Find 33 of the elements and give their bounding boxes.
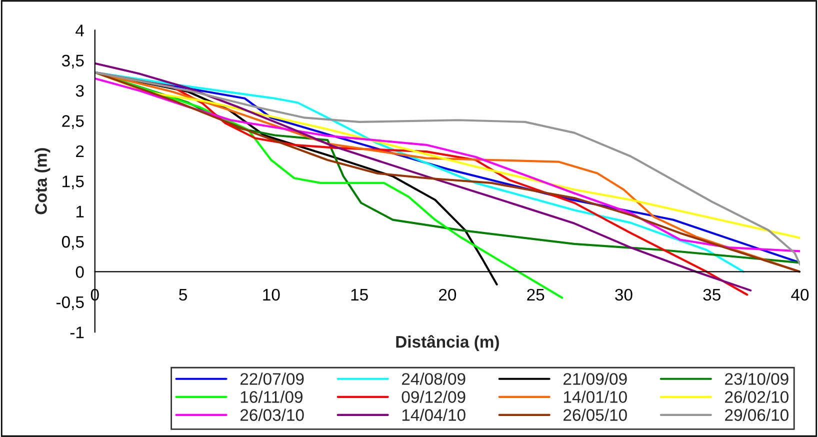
- legend-label: 29/06/10: [725, 408, 788, 421]
- y-tick-label: 1,5: [62, 176, 84, 190]
- x-tick-label: 15: [351, 289, 368, 301]
- legend-label: 14/04/10: [402, 408, 466, 421]
- y-tick-label: 1: [76, 206, 84, 218]
- y-tick-label: 2,5: [62, 115, 84, 129]
- legend-label: 23/10/09: [725, 372, 788, 385]
- y-tick-label: 3: [76, 84, 84, 97]
- y-axis-title: Cota (m): [34, 148, 50, 214]
- legend-label: 09/12/09: [402, 390, 466, 403]
- x-axis-title: Distância (m): [396, 335, 499, 352]
- legend-label: 26/05/10: [564, 408, 627, 421]
- x-tick-label: 20: [439, 288, 456, 301]
- x-tick-label: 35: [703, 288, 720, 301]
- legend-label: 22/07/09: [240, 372, 304, 385]
- y-tick-label: 2: [76, 145, 84, 157]
- legend-label: 21/09/09: [564, 372, 627, 385]
- legend-label: 26/03/10: [240, 408, 304, 421]
- y-tick-label: 4: [76, 24, 84, 36]
- x-tick-label: 5: [179, 289, 187, 301]
- y-tick-label: 0: [76, 266, 84, 278]
- y-tick-label: -0,5: [56, 296, 84, 310]
- legend-label: 14/01/10: [564, 390, 627, 403]
- y-tick-label: 0,5: [62, 236, 84, 250]
- x-tick-label: 40: [791, 288, 809, 301]
- x-tick-label: 10: [263, 288, 280, 301]
- x-tick-label: 30: [615, 288, 632, 301]
- y-tick-label: -1: [70, 326, 84, 338]
- legend-label: 26/02/10: [725, 390, 788, 403]
- x-tick-label: 25: [527, 288, 544, 301]
- legend-label: 24/08/09: [402, 372, 466, 385]
- y-tick-label: 3,5: [62, 54, 84, 69]
- legend-label: 16/11/09: [240, 390, 302, 403]
